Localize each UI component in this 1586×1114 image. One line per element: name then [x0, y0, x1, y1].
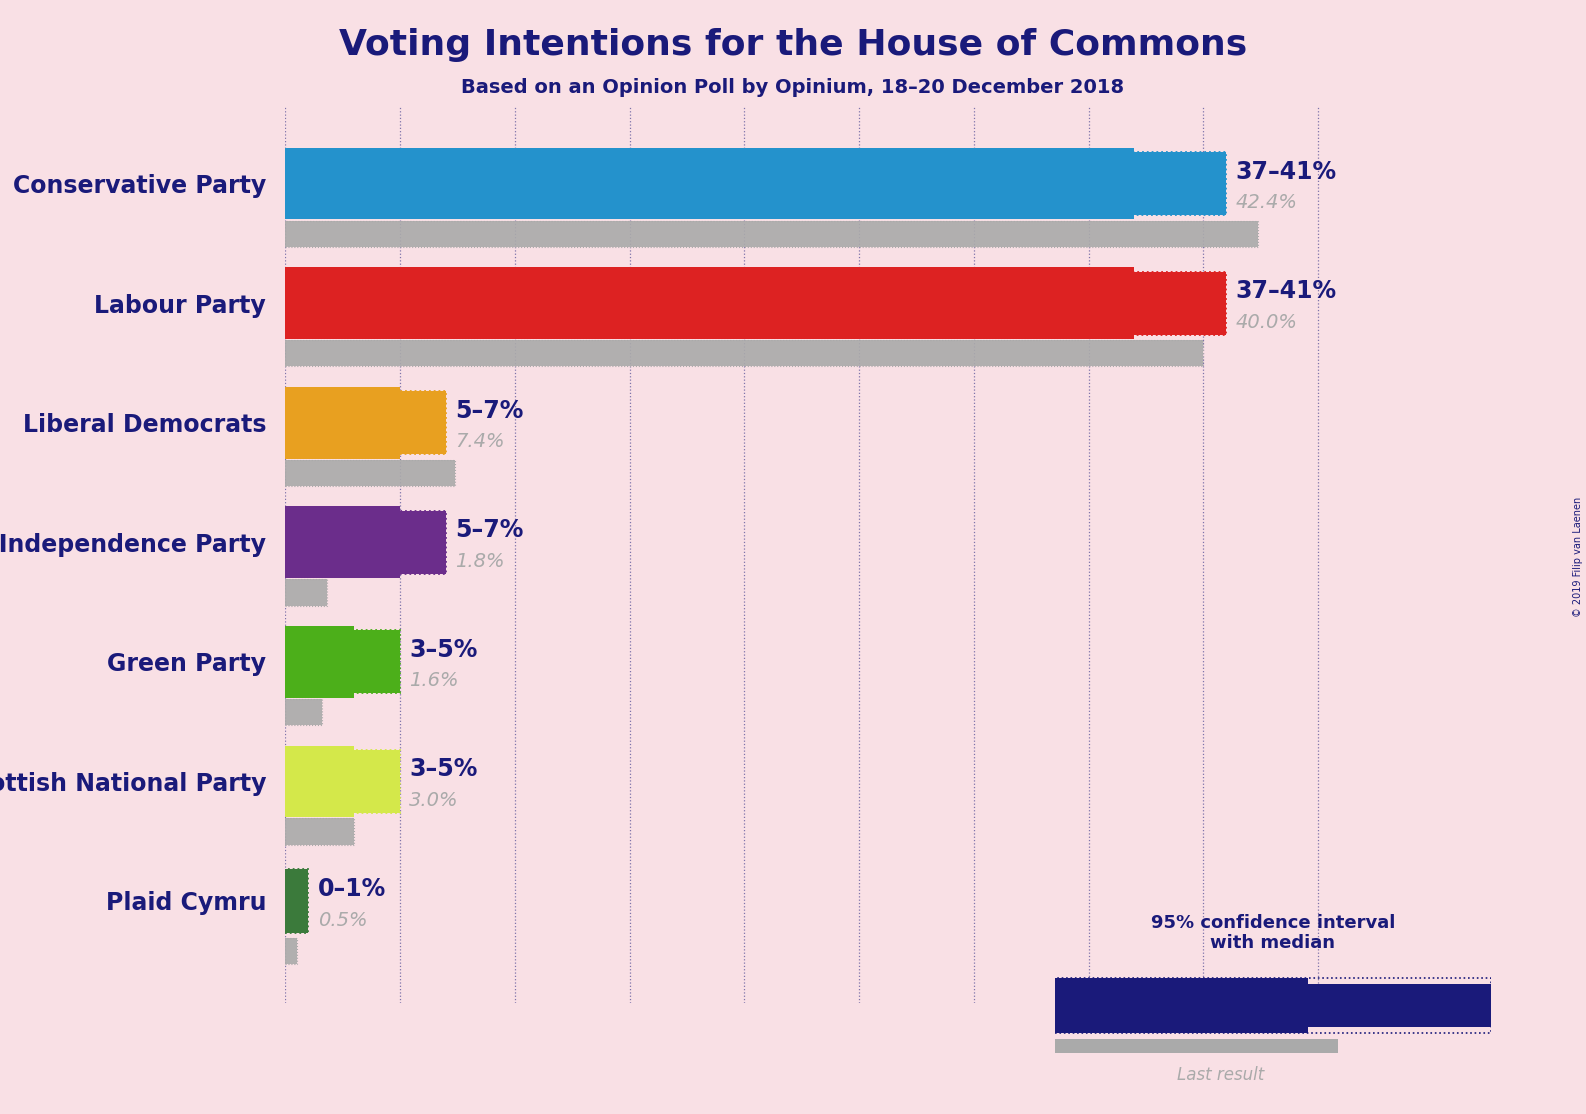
Bar: [285, 460, 455, 486]
Text: 0.5%: 0.5%: [317, 910, 366, 929]
Bar: [285, 631, 400, 693]
Bar: [285, 698, 322, 725]
Bar: [1055, 1039, 1339, 1054]
Bar: [1055, 978, 1308, 1033]
Bar: [1134, 152, 1226, 215]
Bar: [285, 579, 327, 606]
Bar: [400, 391, 446, 455]
Bar: [354, 631, 400, 693]
Text: 7.4%: 7.4%: [455, 432, 504, 451]
Text: Last result: Last result: [1177, 1066, 1264, 1084]
Bar: [1134, 272, 1226, 334]
Bar: [285, 698, 322, 725]
Bar: [285, 745, 354, 818]
Text: 1.8%: 1.8%: [455, 551, 504, 570]
Bar: [285, 938, 297, 965]
Bar: [285, 819, 354, 844]
Bar: [285, 221, 1258, 247]
Bar: [285, 152, 1226, 215]
Bar: [285, 626, 354, 697]
Bar: [400, 510, 446, 574]
Text: Based on an Opinion Poll by Opinium, 18–20 December 2018: Based on an Opinion Poll by Opinium, 18–…: [462, 78, 1124, 97]
Text: 0–1%: 0–1%: [317, 877, 385, 901]
Text: 5–7%: 5–7%: [455, 399, 523, 422]
Bar: [285, 869, 308, 932]
Bar: [285, 340, 1204, 367]
Bar: [285, 460, 455, 486]
Bar: [285, 387, 400, 459]
Bar: [1308, 984, 1491, 1027]
Text: 40.0%: 40.0%: [1235, 313, 1297, 332]
Bar: [285, 148, 1134, 219]
Bar: [285, 272, 1226, 334]
Bar: [285, 819, 354, 844]
Bar: [285, 340, 1204, 367]
Bar: [285, 391, 446, 455]
Bar: [354, 750, 400, 813]
Text: 3.0%: 3.0%: [409, 791, 458, 810]
Bar: [285, 507, 400, 578]
Text: 3–5%: 3–5%: [409, 758, 477, 781]
Bar: [285, 221, 1258, 247]
Text: 1.6%: 1.6%: [409, 672, 458, 691]
Bar: [285, 750, 400, 813]
Text: 37–41%: 37–41%: [1235, 159, 1337, 184]
Text: 95% confidence interval
with median: 95% confidence interval with median: [1150, 913, 1396, 952]
Bar: [285, 267, 1134, 339]
Bar: [285, 869, 308, 932]
Text: 37–41%: 37–41%: [1235, 280, 1337, 303]
Text: 42.4%: 42.4%: [1235, 193, 1297, 212]
Bar: [1055, 978, 1491, 1033]
Bar: [285, 579, 327, 606]
Text: 5–7%: 5–7%: [455, 518, 523, 543]
Text: 3–5%: 3–5%: [409, 638, 477, 662]
Text: © 2019 Filip van Laenen: © 2019 Filip van Laenen: [1573, 497, 1583, 617]
Text: Voting Intentions for the House of Commons: Voting Intentions for the House of Commo…: [339, 28, 1247, 62]
Bar: [285, 938, 297, 965]
Bar: [285, 510, 446, 574]
